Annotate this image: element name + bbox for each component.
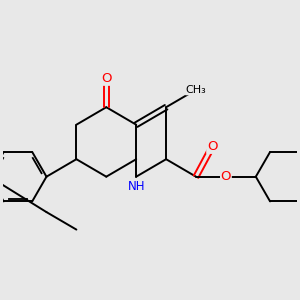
Text: O: O: [101, 72, 112, 85]
Text: NH: NH: [128, 180, 145, 193]
Text: O: O: [207, 140, 217, 153]
Text: O: O: [221, 170, 231, 183]
Text: CH₃: CH₃: [186, 85, 206, 95]
